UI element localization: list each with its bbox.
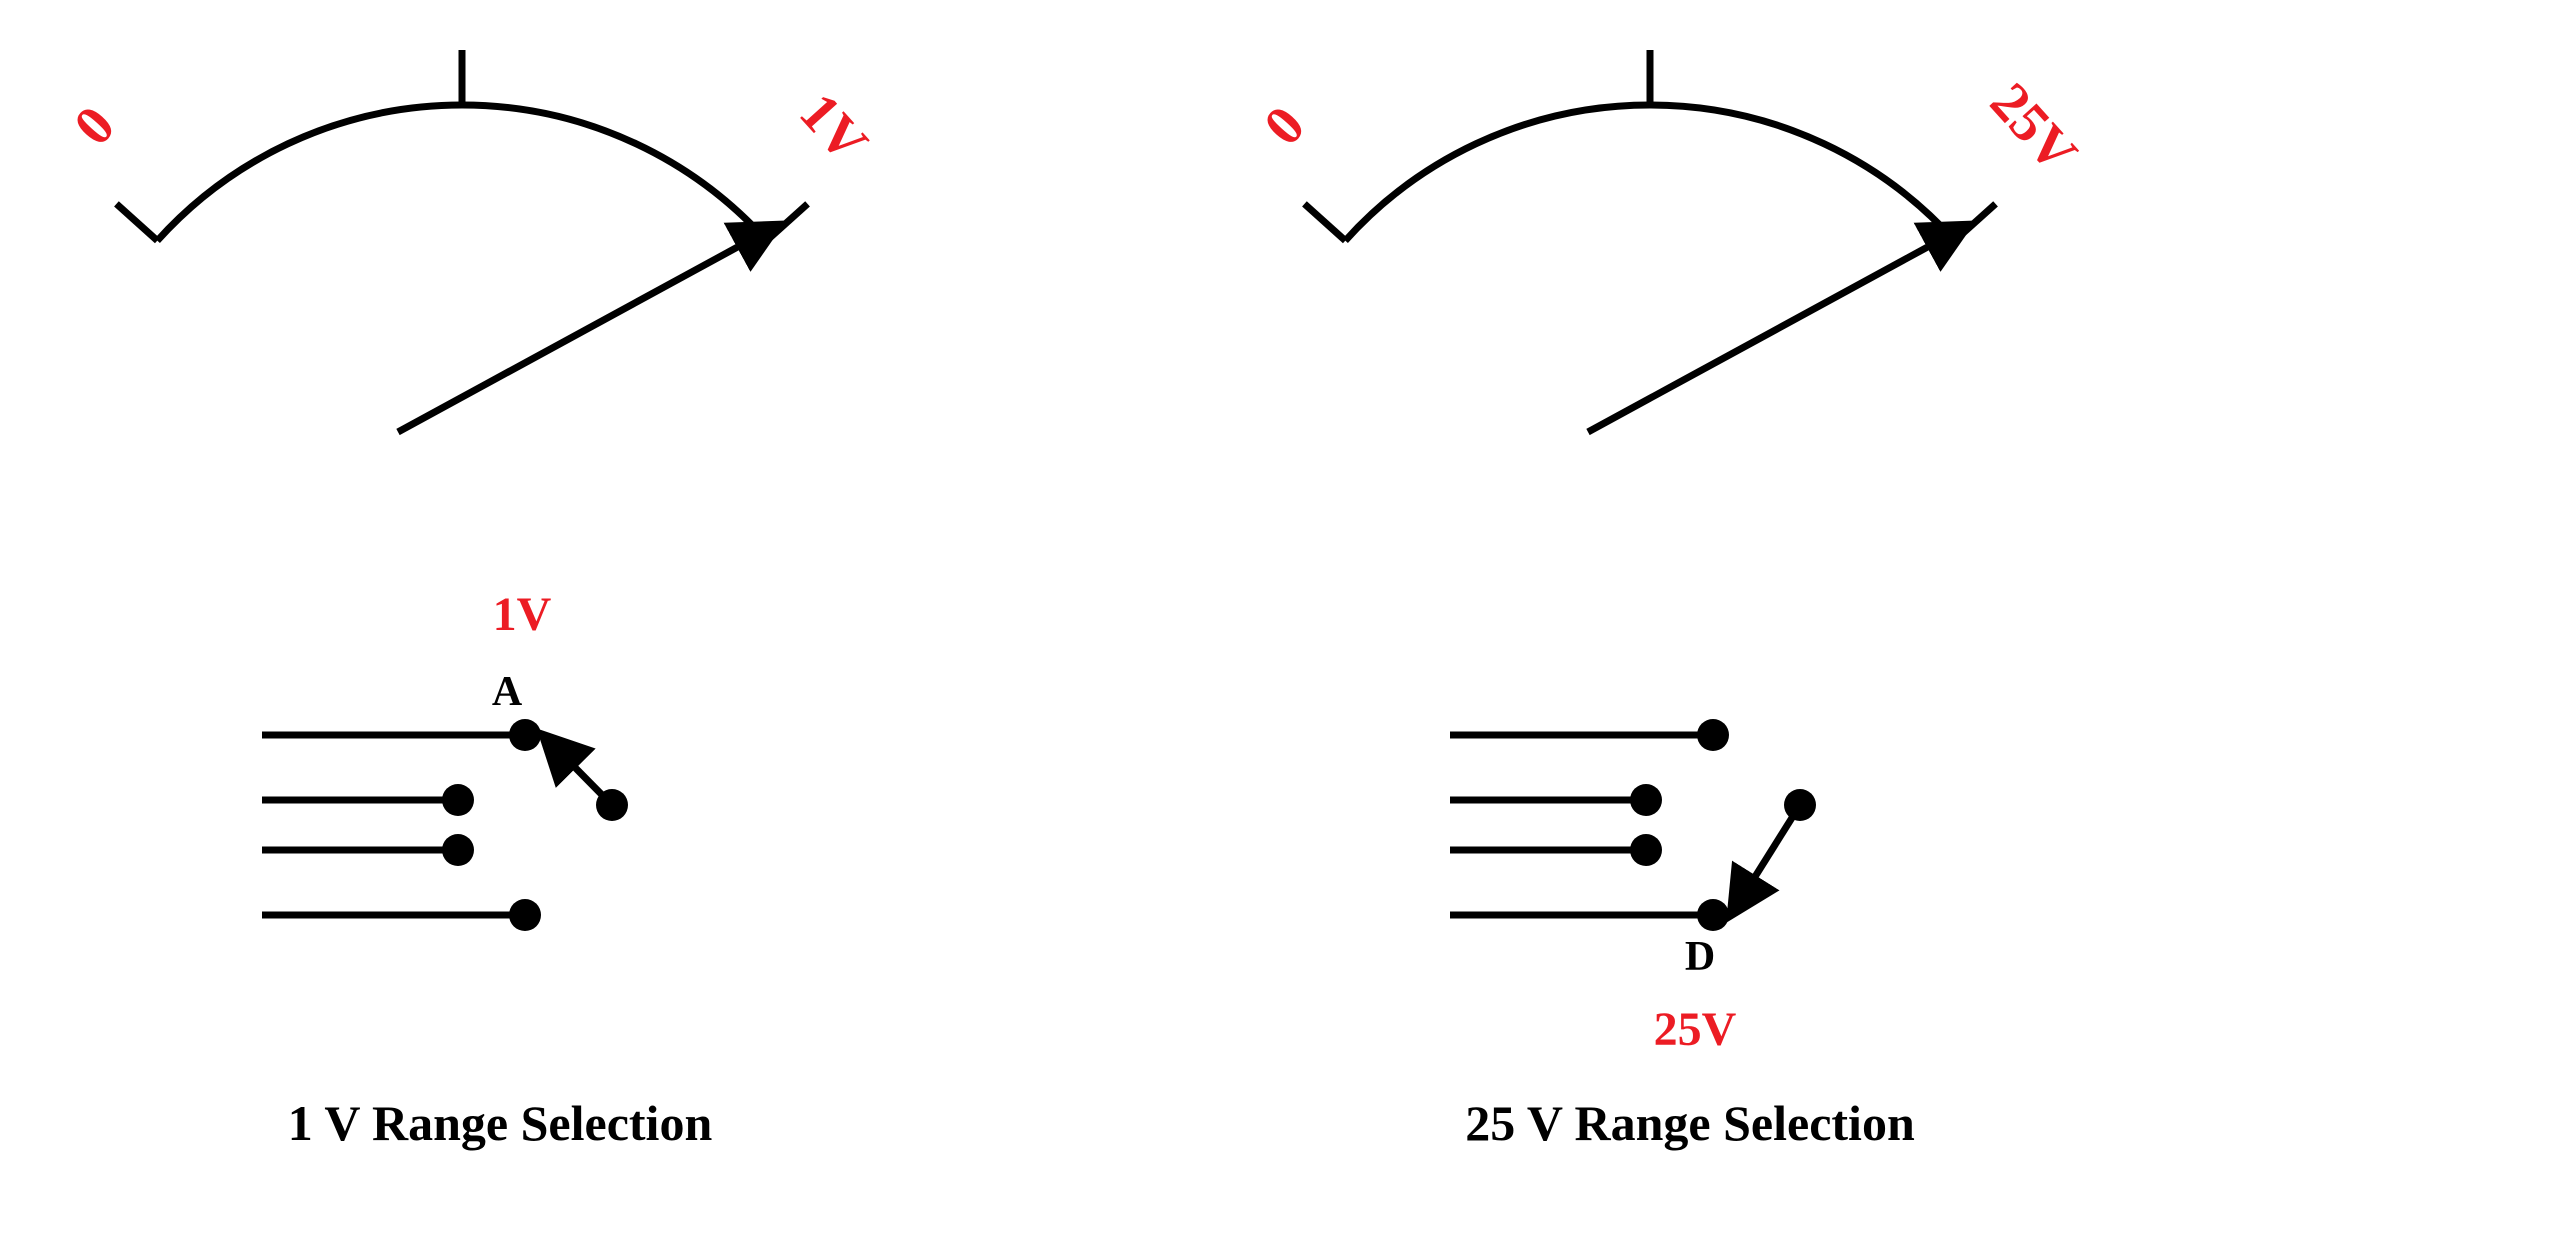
meter-needle <box>1588 225 1968 432</box>
scale-max-label: 25V <box>1978 71 2089 184</box>
switch-contact-dot <box>1697 719 1729 751</box>
switch-range-label: 25V <box>1654 1003 1737 1056</box>
panel-right: 0 25V D 25V 25 V Range Selection <box>1252 50 2088 1151</box>
meter-needle <box>398 225 778 432</box>
meter-tick <box>767 204 808 241</box>
scale-min-label: 0 <box>62 95 127 157</box>
switch-contact-dot <box>442 784 474 816</box>
switch-node-label: A <box>492 669 523 715</box>
meter-tick <box>1304 204 1345 241</box>
panel-left: 0 1V 1V A 1 V Range Selection <box>62 50 879 1151</box>
switch-node-label: D <box>1685 934 1715 980</box>
switch-wiper <box>1731 805 1800 915</box>
scale-min-label: 0 <box>1252 95 1317 157</box>
meter-tick <box>116 204 157 241</box>
scale-max-label: 1V <box>787 82 879 174</box>
meter-arc <box>157 105 766 241</box>
switch-contact-dot <box>1630 784 1662 816</box>
switch-contact-dot <box>1697 899 1729 931</box>
switch-contact-dot <box>1630 834 1662 866</box>
panel-caption: 1 V Range Selection <box>288 1095 713 1151</box>
meter-arc <box>1345 105 1954 241</box>
switch-range-label: 1V <box>493 588 552 641</box>
switch-wiper <box>543 735 612 805</box>
meter-tick <box>1955 204 1996 241</box>
switch-contact-dot <box>442 834 474 866</box>
panel-caption: 25 V Range Selection <box>1465 1095 1915 1151</box>
switch-contact-dot <box>509 899 541 931</box>
switch-contact-dot <box>509 719 541 751</box>
